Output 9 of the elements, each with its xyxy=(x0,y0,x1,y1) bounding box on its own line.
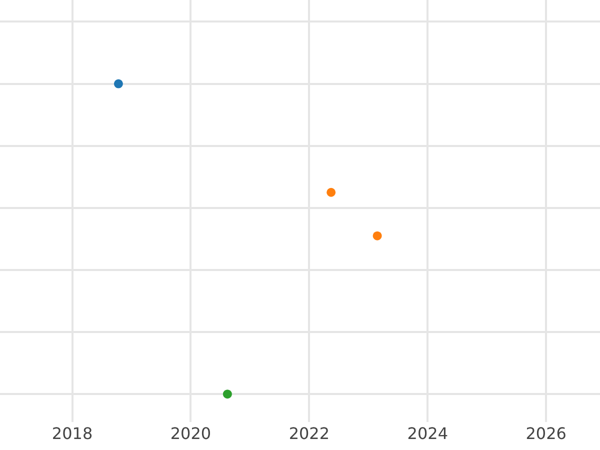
point xyxy=(114,79,123,88)
x-tick-label: 2026 xyxy=(526,424,566,443)
x-tick-label: 2022 xyxy=(288,424,330,443)
point xyxy=(222,390,232,399)
point xyxy=(372,231,382,240)
x-tick-label: 2024 xyxy=(407,424,448,443)
x-tick-label: 2020 xyxy=(170,424,212,443)
point xyxy=(326,188,336,197)
x-tick-label: 2018 xyxy=(52,424,93,443)
